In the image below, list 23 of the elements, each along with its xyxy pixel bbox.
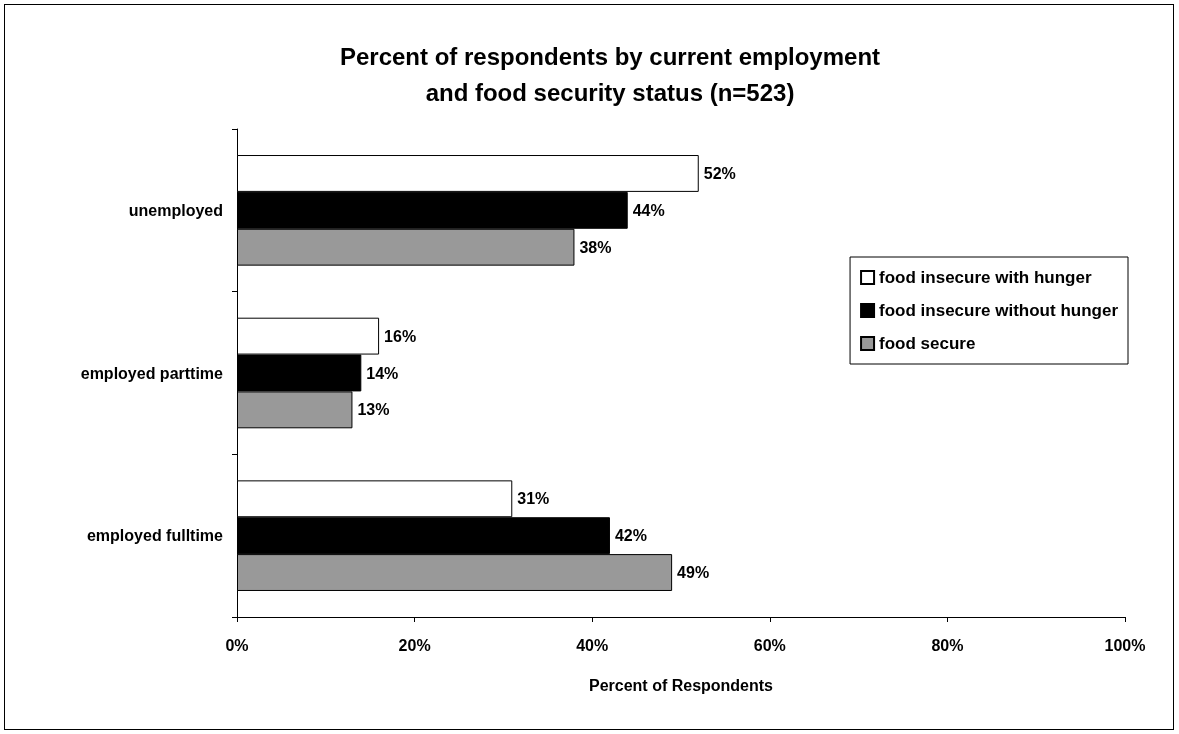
y-tick-label: employed parttime [80,364,224,382]
data-label: 16% [384,327,417,345]
y-tick-label: employed fulltime [86,527,224,545]
data-label: 52% [703,164,736,182]
x-tick-label: 80% [931,636,964,654]
legend-label: food secure [879,334,976,353]
legend-label: food insecure without hunger [879,301,1119,320]
x-axis-title: Percent of Respondents [588,676,774,694]
data-label: 13% [357,401,390,419]
x-tick-label: 100% [1104,636,1146,654]
data-label: 14% [366,364,399,382]
data-label: 31% [517,490,550,508]
data-label: 42% [614,527,647,545]
data-label: 49% [677,564,710,582]
chart-title: Percent of respondents by current employment and food security status (n=523) [339,42,881,106]
x-tick-label: 60% [753,636,786,654]
x-tick-label: 0% [225,636,249,654]
data-label: 44% [632,201,665,219]
x-tick-label: 40% [576,636,609,654]
y-tick-label: unemployed [128,201,223,219]
legend-label: food insecure with hunger [879,268,1092,287]
data-label: 38% [579,238,612,256]
x-tick-label: 20% [398,636,431,654]
